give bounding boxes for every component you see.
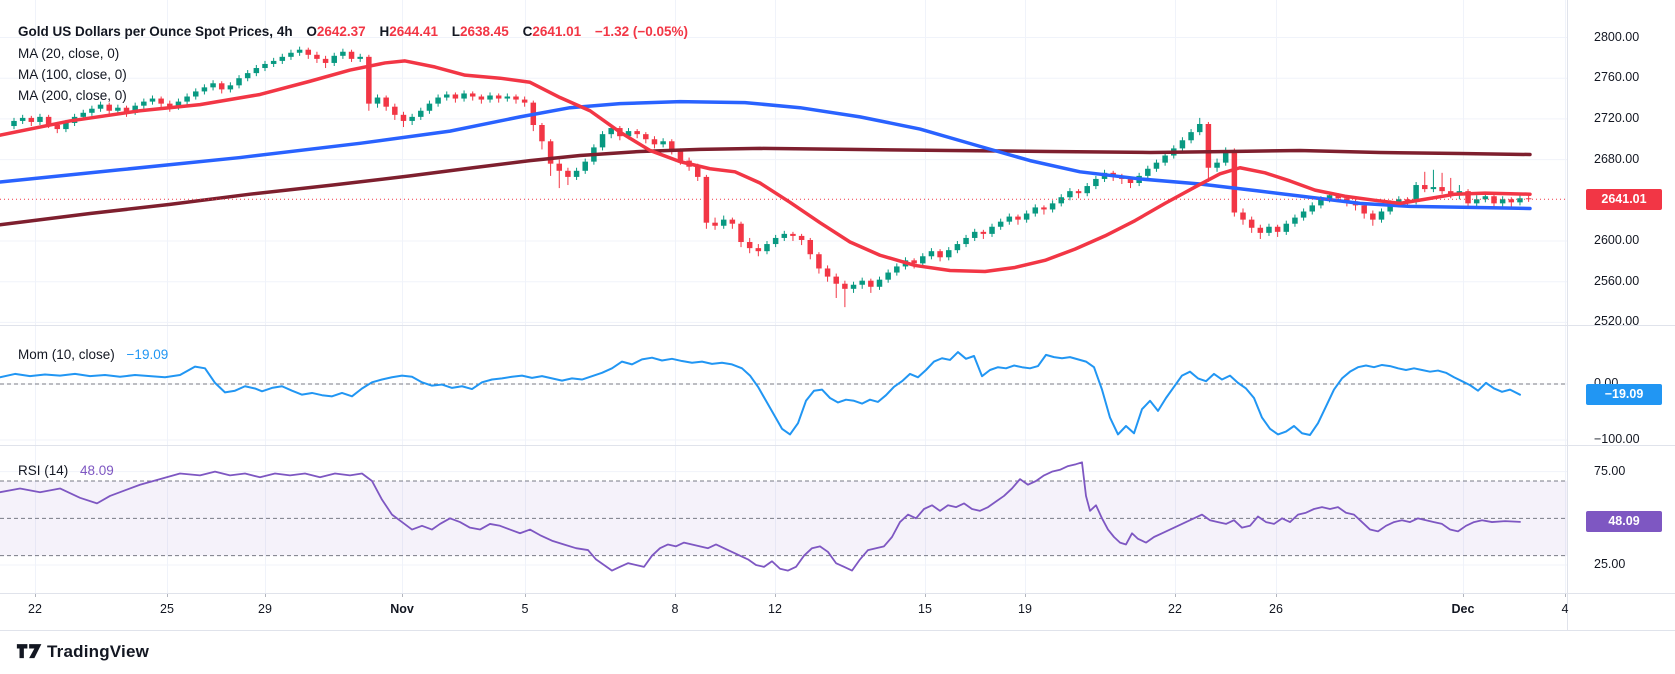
time-axis-label: 22: [1168, 602, 1182, 616]
time-axis-label: 4: [1561, 602, 1569, 616]
time-axis-label: 29: [258, 602, 272, 616]
tradingview-brand-text[interactable]: TradingView: [47, 642, 150, 661]
rsi-value-badge: 48.09: [1586, 511, 1662, 533]
price-axis-label: 2680.00: [1594, 151, 1640, 166]
rsi-axis-label: 75.00: [1594, 463, 1626, 478]
tradingview-logo-icon[interactable]: [16, 641, 44, 663]
time-axis-label: 15: [918, 602, 932, 616]
time-axis-label: 19: [1018, 602, 1032, 616]
footer-bar: TradingView: [0, 631, 1675, 674]
price-axis-label: 2520.00: [1594, 314, 1640, 329]
price-axis-label: 2720.00: [1594, 110, 1640, 125]
price-axis-label: 2800.00: [1594, 29, 1640, 44]
mom-axis-label: −100.00: [1594, 432, 1640, 446]
price-axis-label: 2560.00: [1594, 273, 1640, 288]
time-axis-label: 26: [1269, 602, 1283, 616]
mom-value-badge: −19.09: [1586, 384, 1662, 406]
time-axis-label: Nov: [390, 602, 414, 616]
rsi-axis-label: 25.00: [1594, 557, 1626, 571]
current-price-badge: 2641.01: [1586, 188, 1662, 210]
time-axis-label: 12: [768, 602, 782, 616]
time-axis-label: Dec: [1451, 602, 1475, 616]
time-axis-label: 25: [160, 602, 174, 616]
price-axis-label: 2760.00: [1594, 70, 1640, 85]
time-axis-label: 8: [671, 602, 679, 616]
time-axis-label: 22: [28, 602, 42, 616]
time-axis-label: 5: [521, 602, 529, 616]
price-axis-label: 2600.00: [1594, 233, 1640, 247]
